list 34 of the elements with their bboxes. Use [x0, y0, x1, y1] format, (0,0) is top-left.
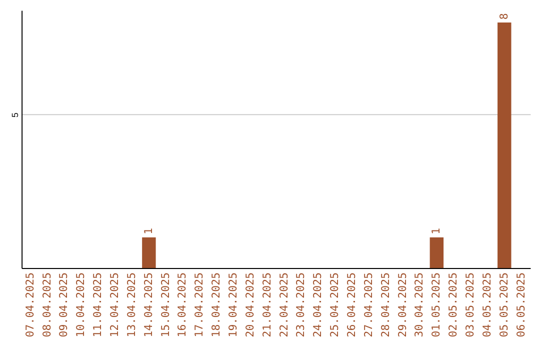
x-tick-label: 24.04.2025 — [311, 272, 324, 338]
x-tick-label: 29.04.2025 — [396, 272, 409, 338]
x-tick-label: 30.04.2025 — [412, 272, 426, 338]
x-tick-label: 19.04.2025 — [226, 272, 240, 338]
x-tick-label: 13.04.2025 — [124, 272, 138, 338]
data-label: 1 — [142, 228, 155, 234]
x-tick-label: 05.05.2025 — [497, 272, 510, 338]
x-tick-label: 04.05.2025 — [480, 272, 494, 338]
x-tick-label: 17.04.2025 — [192, 272, 206, 338]
x-tick-label: 27.04.2025 — [362, 272, 375, 338]
x-tick-label: 28.04.2025 — [378, 272, 392, 338]
x-tick-label: 15.04.2025 — [158, 272, 172, 338]
x-tick-label: 03.05.2025 — [463, 272, 476, 338]
x-tick-label: 21.04.2025 — [260, 272, 274, 338]
x-tick-label: 11.04.2025 — [91, 272, 104, 338]
y-tick-label: 5 — [10, 112, 20, 118]
x-tick-label: 10.04.2025 — [74, 272, 88, 338]
x-tick-label: 01.05.2025 — [430, 272, 443, 338]
x-tick-label: 25.04.2025 — [328, 272, 342, 338]
data-label: 8 — [497, 13, 510, 20]
x-tick-label: 18.04.2025 — [210, 272, 223, 338]
x-tick-label: 12.04.2025 — [108, 272, 122, 338]
x-tick-label: 26.04.2025 — [344, 272, 358, 338]
x-tick-label: 09.04.2025 — [57, 272, 70, 338]
x-tick-label: 16.04.2025 — [176, 272, 189, 338]
x-tick-label: 23.04.2025 — [294, 272, 308, 338]
x-tick-label: 08.04.2025 — [40, 272, 54, 338]
x-tick-label: 22.04.2025 — [277, 272, 290, 338]
x-tick-label: 20.04.2025 — [243, 272, 256, 338]
x-tick-label: 14.04.2025 — [142, 272, 155, 338]
x-tick-label: 07.04.2025 — [23, 272, 36, 338]
data-label: 1 — [430, 228, 443, 234]
x-tick-label: 02.05.2025 — [446, 272, 460, 338]
x-tick-label: 06.05.2025 — [514, 272, 528, 338]
